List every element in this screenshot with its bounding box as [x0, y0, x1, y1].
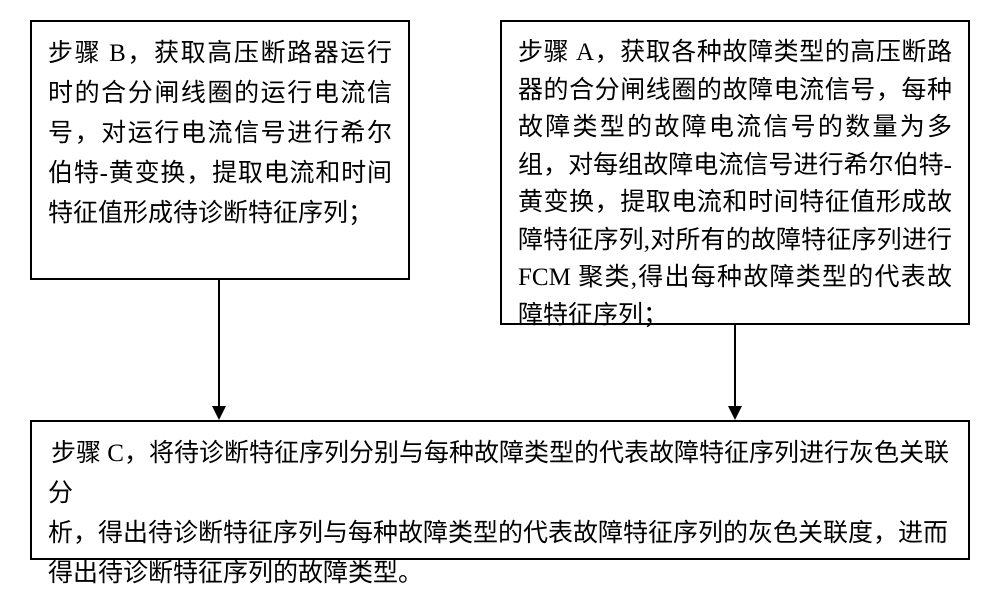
arrow-a-to-c-head — [728, 406, 742, 420]
step-c-line2: 析，得出待诊断特征序列与每种故障类型的代表故障特征序列的灰色关联度，进而 — [48, 514, 952, 554]
step-c-box: 步骤 C，将待诊断特征序列分别与每种故障类型的代表故障特征序列进行灰色关联分 析… — [30, 420, 970, 560]
arrow-b-to-c-line — [218, 280, 220, 408]
step-a-text: 步骤 A，获取各种故障类型的高压断路器的合分闸线圈的故障电流信号，每种故障类型的… — [518, 39, 952, 329]
arrow-b-to-c-head — [212, 406, 226, 420]
step-c-line3: 得出待诊断特征序列的故障类型。 — [48, 554, 952, 594]
step-b-box: 步骤 B，获取高压断路器运行时的合分闸线圈的运行电流信号，对运行电流信号进行希尔… — [30, 20, 410, 280]
step-b-text: 步骤 B，获取高压断路器运行时的合分闸线圈的运行电流信号，对运行电流信号进行希尔… — [48, 40, 392, 227]
arrow-a-to-c-line — [734, 325, 736, 408]
step-a-box: 步骤 A，获取各种故障类型的高压断路器的合分闸线圈的故障电流信号，每种故障类型的… — [500, 20, 970, 325]
step-c-line1: 步骤 C，将待诊断特征序列分别与每种故障类型的代表故障特征序列进行灰色关联分 — [48, 434, 952, 514]
